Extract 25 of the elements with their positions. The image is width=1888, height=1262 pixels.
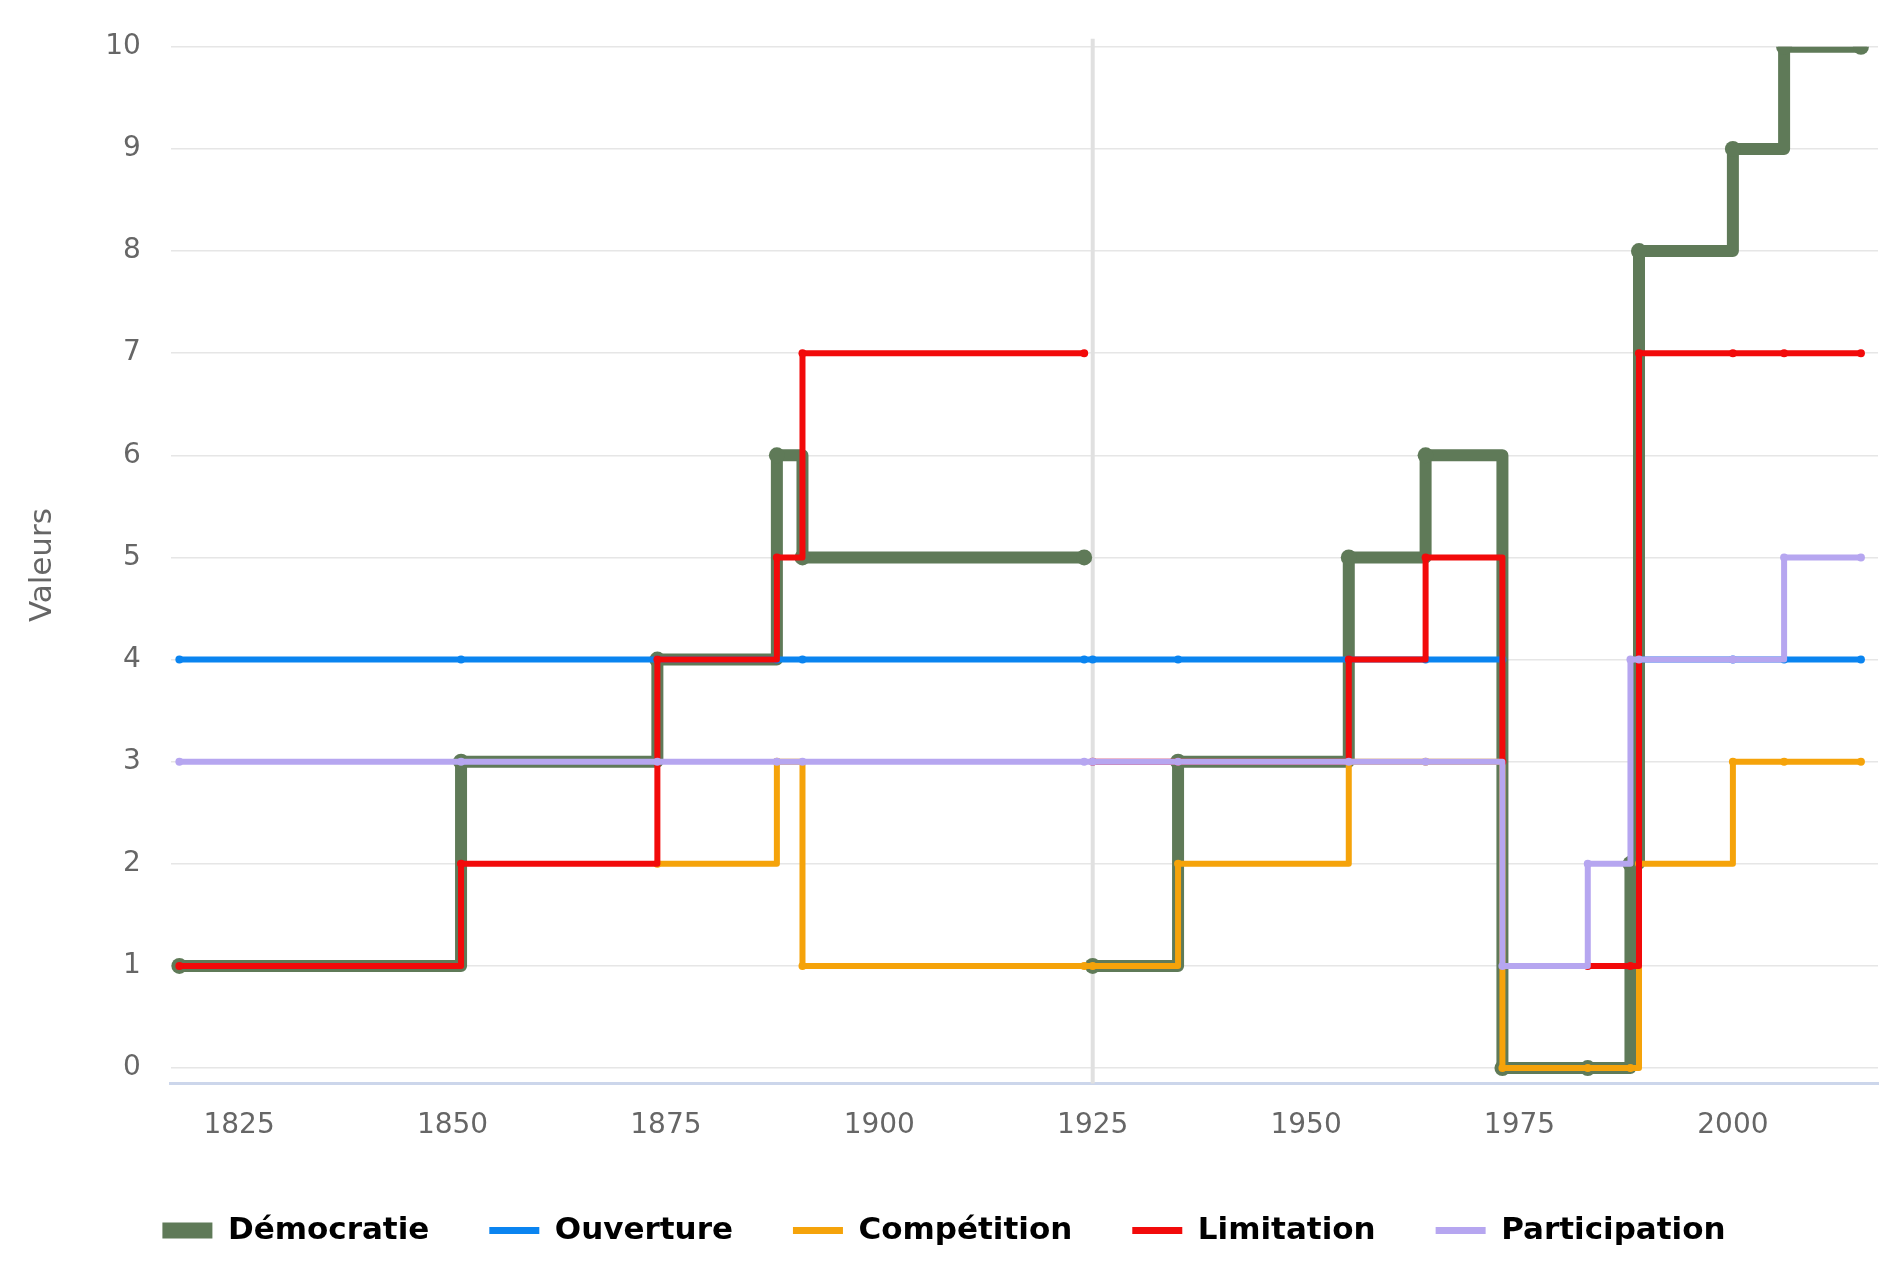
legend-label: Démocratie [227, 1209, 430, 1246]
y-tick-label: 10 [105, 28, 141, 62]
x-tick-label: 1950 [1270, 1107, 1342, 1141]
y-tick-label: 9 [123, 130, 141, 164]
legend-label: Ouverture [554, 1209, 733, 1246]
x-tick-label: 1925 [1057, 1107, 1129, 1141]
y-tick-label: 6 [123, 436, 141, 470]
y-tick-label: 4 [123, 640, 141, 674]
y-tick-label: 3 [123, 742, 141, 776]
x-tick-label: 1975 [1483, 1107, 1556, 1141]
y-tick-label: 1 [123, 947, 141, 981]
legend-label: Compétition [858, 1209, 1073, 1246]
x-tick-label: 2000 [1697, 1107, 1769, 1141]
y-tick-label: 8 [123, 232, 141, 266]
y-axis-title: Valeurs [21, 508, 58, 623]
x-tick-label: 1900 [843, 1107, 915, 1141]
legend-label: Participation [1501, 1209, 1726, 1246]
y-tick-label: 2 [123, 845, 141, 879]
x-tick-label: 1825 [203, 1107, 275, 1141]
y-tick-label: 7 [123, 334, 141, 368]
x-tick-label: 1875 [630, 1107, 702, 1141]
y-tick-label: 5 [123, 538, 141, 572]
legend-label: Limitation [1197, 1209, 1376, 1246]
x-tick-label: 1850 [416, 1107, 489, 1141]
y-tick-label: 0 [123, 1049, 141, 1083]
